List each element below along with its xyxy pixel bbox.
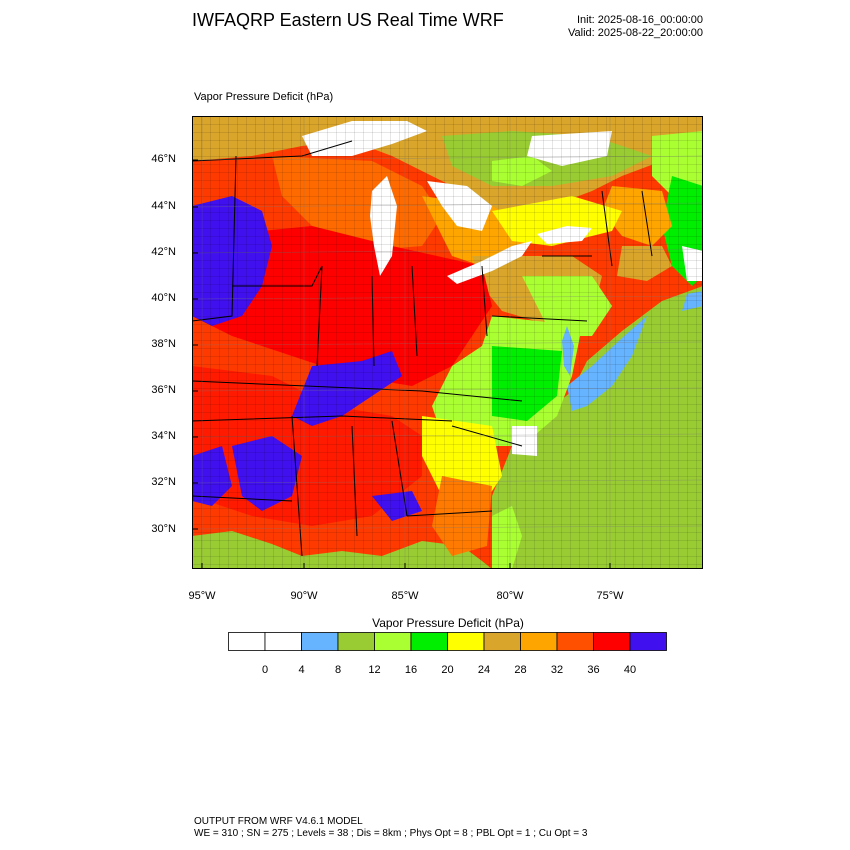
colorbar-label: 40: [623, 664, 637, 676]
lat-tick-40: 40°N: [151, 292, 176, 304]
lon-tick-90: 90°W: [290, 590, 318, 602]
lat-tick-34: 34°N: [151, 430, 176, 442]
colorbar-box: [520, 632, 558, 651]
colorbar-title: Vapor Pressure Deficit (hPa): [372, 616, 524, 630]
lon-tick-80: 80°W: [496, 590, 524, 602]
model-config: WE = 310 ; SN = 275 ; Levels = 38 ; Dis …: [194, 828, 588, 839]
colorbar-box: [301, 632, 339, 651]
colorbar-box: [447, 632, 485, 651]
colorbar-label: 20: [441, 664, 454, 676]
lat-tick-36: 36°N: [151, 384, 176, 396]
colorbar-box: [556, 632, 594, 651]
lat-tick-44: 44°N: [151, 200, 176, 212]
colorbar-box: [483, 632, 521, 651]
lon-tick-75: 75°W: [596, 590, 624, 602]
plot-title: IWFAQRP Eastern US Real Time WRF: [192, 10, 504, 30]
lat-tick-30: 30°N: [151, 523, 176, 535]
vpd-map: [192, 116, 703, 569]
colorbar-label: 36: [587, 664, 600, 676]
colorbar-label: 12: [368, 664, 381, 676]
colorbar-label: 32: [550, 664, 564, 676]
colorbar-box: [228, 632, 266, 651]
axis-ticks: [192, 159, 611, 569]
lat-tick-46: 46°N: [151, 153, 176, 165]
run-times: Init: 2025-08-16_00:00:00 Valid: 2025-08…: [568, 14, 703, 40]
lon-tick-85: 85°W: [391, 590, 419, 602]
map-frame: [192, 116, 703, 569]
lon-tick-95: 95°W: [188, 590, 216, 602]
valid-time: Valid: 2025-08-22_20:00:00: [568, 27, 703, 39]
colorbar-label: 0: [261, 664, 269, 676]
colorbar-box: [374, 632, 412, 651]
colorbar-box: [264, 632, 302, 651]
colorbar-label: 4: [298, 664, 305, 676]
colorbar-box: [593, 632, 631, 651]
state-boundaries: [192, 140, 653, 557]
colorbar-box: [337, 632, 375, 651]
colorbar-box: [410, 632, 448, 651]
colorbar-label: 8: [334, 664, 342, 676]
variable-label: Vapor Pressure Deficit (hPa): [194, 91, 334, 103]
model-version: OUTPUT FROM WRF V4.6.1 MODEL: [194, 816, 363, 827]
graticule: [192, 116, 703, 569]
init-time: Init: 2025-08-16_00:00:00: [577, 14, 703, 26]
lat-tick-42: 42°N: [151, 246, 176, 258]
lat-tick-38: 38°N: [151, 338, 176, 350]
colorbar: [228, 632, 667, 651]
colorbar-label: 16: [404, 664, 418, 676]
lat-tick-32: 32°N: [151, 476, 176, 488]
colorbar-label: 28: [514, 664, 527, 676]
colorbar-box: [629, 632, 667, 651]
model-info: OUTPUT FROM WRF V4.6.1 MODEL WE = 310 ; …: [194, 816, 587, 840]
colorbar-label: 24: [477, 664, 491, 676]
